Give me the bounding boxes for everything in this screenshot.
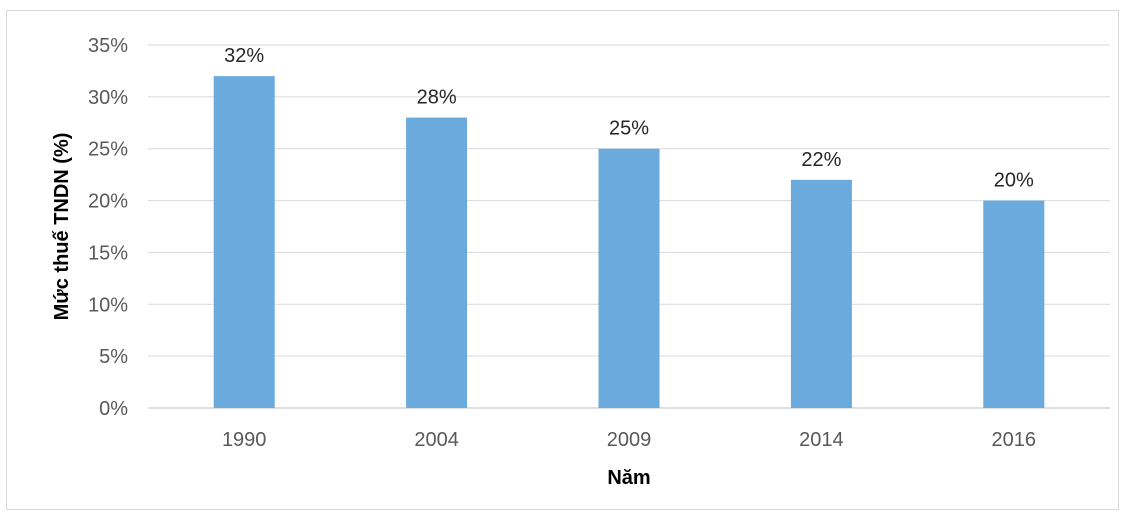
bar [790,179,852,408]
data-labels: 32% 28% 25% 22% 20% [224,45,1034,191]
x-tick-label: 2004 [414,429,459,451]
bars [213,76,1045,408]
bar [213,76,275,408]
bar [406,117,468,408]
y-axis-title: Mức thuế TNDN (%) [51,133,73,321]
y-tick-label: 5% [99,346,128,368]
x-tick-label: 1990 [222,429,267,451]
data-label: 28% [417,87,457,109]
bar [983,200,1045,408]
x-tick-labels: 1990 2004 2009 2014 2016 [222,429,1036,451]
y-tick-label: 35% [88,35,128,57]
y-tick-labels: 0% 5% 10% 15% 20% 25% 30% 35% [88,35,128,420]
x-axis-title: Năm [607,467,650,489]
y-tick-label: 10% [88,294,128,316]
data-label: 32% [224,45,264,67]
y-tick-label: 25% [88,139,128,161]
x-tick-label: 2016 [992,429,1037,451]
y-tick-label: 20% [88,191,128,213]
data-label: 22% [801,149,841,171]
data-label: 25% [609,118,649,140]
bar [598,148,660,408]
y-tick-label: 30% [88,87,128,109]
y-tick-label: 15% [88,242,128,264]
y-tick-label: 0% [99,398,128,420]
x-tick-label: 2009 [607,429,652,451]
x-tick-label: 2014 [799,429,844,451]
chart-frame [6,10,1119,510]
data-label: 20% [994,170,1034,192]
